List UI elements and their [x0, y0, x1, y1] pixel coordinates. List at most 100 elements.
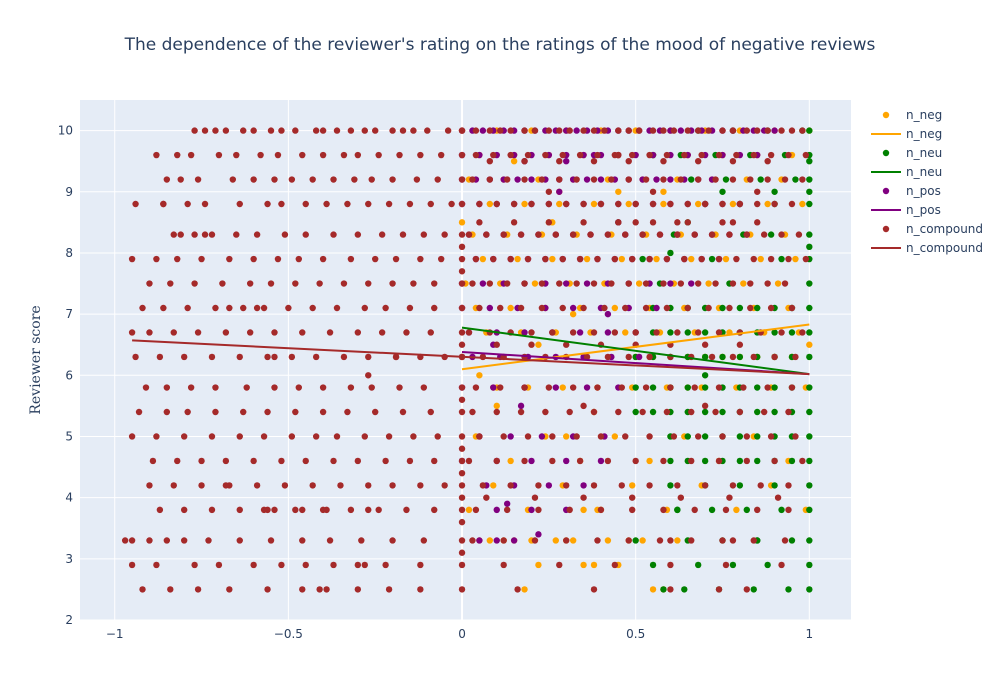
- data-point: [750, 353, 757, 361]
- legend-item-n_neu-line[interactable]: n_neu: [871, 165, 942, 179]
- data-point: [299, 329, 306, 336]
- data-point: [660, 280, 667, 287]
- data-point: [642, 384, 650, 391]
- legend-label: n_neu: [906, 146, 942, 160]
- data-point: [715, 586, 723, 593]
- legend-item-n_neg-line[interactable]: n_neg: [871, 127, 942, 141]
- data-point: [615, 200, 622, 208]
- data-point: [667, 176, 674, 183]
- data-point: [785, 586, 792, 593]
- data-point: [663, 255, 671, 263]
- data-point: [528, 457, 535, 465]
- data-point: [785, 482, 792, 489]
- data-point: [302, 200, 309, 208]
- data-point: [528, 341, 535, 348]
- data-point: [180, 433, 188, 440]
- legend-item-n_neu-markers[interactable]: n_neu: [882, 146, 942, 160]
- data-point: [618, 384, 625, 391]
- data-point: [563, 157, 570, 165]
- data-point: [246, 280, 254, 287]
- data-point: [802, 151, 810, 159]
- data-point: [194, 176, 202, 183]
- data-point: [806, 188, 813, 195]
- data-point: [806, 157, 813, 165]
- legend-item-n_compound-line[interactable]: n_compound: [871, 241, 983, 255]
- data-point: [365, 280, 372, 287]
- legend-label: n_neg: [906, 108, 942, 122]
- data-point: [323, 586, 330, 593]
- data-point: [691, 384, 698, 391]
- data-point: [788, 384, 796, 391]
- data-point: [729, 537, 737, 544]
- data-point: [674, 537, 681, 544]
- data-point: [427, 408, 434, 416]
- data-point: [177, 231, 184, 238]
- data-point: [517, 304, 525, 312]
- legend[interactable]: n_neg n_neg n_neu n_neu n_pos n_pos n_compound…: [871, 108, 983, 255]
- data-point: [365, 506, 372, 514]
- data-point: [493, 537, 500, 544]
- data-point: [521, 384, 528, 391]
- data-point: [573, 176, 580, 183]
- data-point: [194, 586, 202, 593]
- data-point: [788, 304, 796, 312]
- data-point: [569, 537, 577, 544]
- data-point: [549, 255, 556, 263]
- data-point: [729, 482, 737, 489]
- y-tick-label: 2: [65, 613, 73, 627]
- data-point: [292, 408, 299, 416]
- data-point: [764, 176, 771, 183]
- data-point: [240, 304, 247, 312]
- data-point: [507, 457, 514, 465]
- data-point: [576, 255, 584, 263]
- data-point: [806, 304, 813, 312]
- data-point: [660, 457, 667, 465]
- data-point: [417, 561, 424, 569]
- data-point: [292, 127, 299, 134]
- data-point: [260, 506, 268, 514]
- data-point: [618, 482, 625, 489]
- data-point: [576, 329, 584, 336]
- data-point: [806, 408, 813, 416]
- data-point: [215, 151, 223, 159]
- legend-item-n_neg-markers[interactable]: n_neg: [882, 108, 942, 122]
- data-point: [434, 433, 441, 440]
- data-point: [437, 255, 445, 263]
- data-point: [458, 255, 466, 263]
- data-point: [476, 200, 483, 208]
- legend-item-n_pos-markers[interactable]: n_pos: [882, 184, 941, 198]
- data-point: [781, 176, 789, 183]
- data-point: [309, 304, 316, 312]
- data-point: [667, 200, 674, 208]
- data-point: [632, 457, 639, 465]
- legend-item-n_compound-markers[interactable]: n_compound: [882, 222, 983, 236]
- data-point: [563, 457, 570, 465]
- data-point: [677, 176, 685, 183]
- data-point: [163, 384, 171, 391]
- data-point: [344, 200, 351, 208]
- data-point: [754, 433, 761, 440]
- data-point: [677, 127, 685, 134]
- data-point: [312, 433, 320, 440]
- x-tick-label: 0.5: [626, 627, 645, 641]
- x-tick-label: 0: [458, 627, 466, 641]
- y-tick-label: 9: [65, 185, 73, 199]
- legend-item-n_pos-line[interactable]: n_pos: [871, 203, 941, 217]
- data-point: [288, 353, 296, 361]
- data-point: [736, 457, 744, 465]
- data-point: [767, 151, 775, 159]
- data-point: [503, 176, 511, 183]
- data-point: [792, 176, 799, 183]
- data-point: [219, 280, 226, 287]
- data-point: [629, 255, 636, 263]
- data-point: [507, 127, 514, 134]
- data-point: [472, 255, 480, 263]
- data-point: [597, 433, 605, 440]
- data-point: [510, 157, 518, 165]
- data-point: [747, 176, 754, 183]
- data-point: [729, 561, 737, 569]
- data-point: [799, 200, 806, 208]
- data-point: [437, 151, 445, 159]
- data-point: [146, 280, 153, 287]
- data-point: [767, 231, 775, 238]
